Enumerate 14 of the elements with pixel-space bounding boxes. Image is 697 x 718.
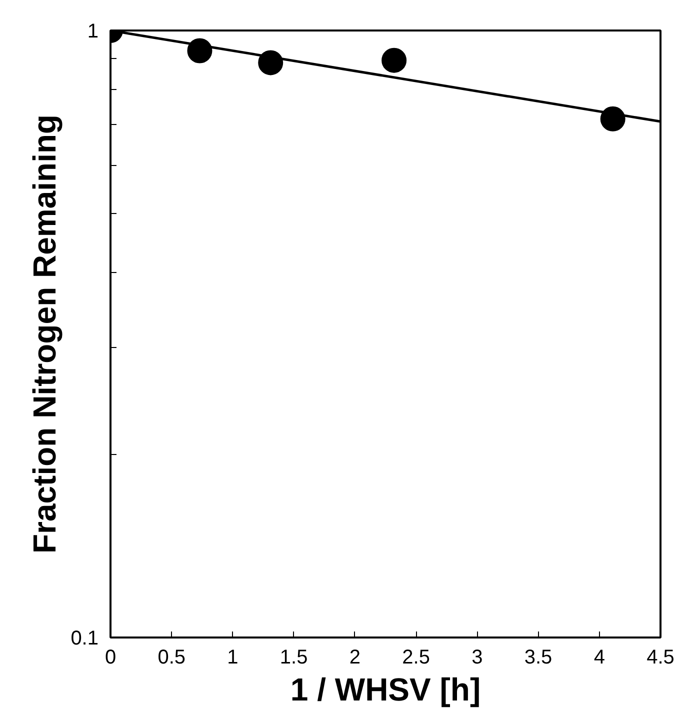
point <box>382 48 407 73</box>
x-tick-label: 1 <box>227 646 238 668</box>
x-tick-label: 2 <box>349 646 361 668</box>
x-tick-label: 2.5 <box>402 646 430 668</box>
x-tick-label: 3 <box>472 646 483 668</box>
x-tick-label: 0 <box>104 646 116 668</box>
x-tick-label: 4 <box>594 646 605 668</box>
x-tick-label: 1.5 <box>280 646 308 668</box>
y-tick-label: 0.1 <box>70 628 99 650</box>
x-tick-label: 4.5 <box>646 646 674 668</box>
x-tick-label: 0.5 <box>158 646 186 668</box>
x-tick-label: 3.5 <box>524 646 552 668</box>
x-axis-title: 1 / WHSV [h] <box>290 672 481 708</box>
y-axis-title: Fraction Nitrogen Remaining <box>26 114 63 554</box>
